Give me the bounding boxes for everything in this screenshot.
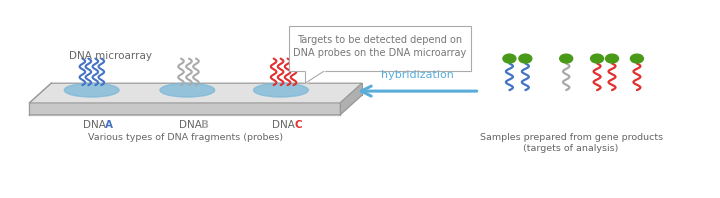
Text: Targets to be detected depend on
DNA probes on the DNA microarray: Targets to be detected depend on DNA pro… (293, 35, 467, 58)
Ellipse shape (64, 83, 119, 97)
FancyBboxPatch shape (289, 26, 471, 71)
Polygon shape (30, 103, 340, 115)
Text: DNA: DNA (179, 120, 202, 130)
Ellipse shape (631, 54, 644, 63)
Ellipse shape (559, 54, 572, 63)
Text: DNA microarray: DNA microarray (69, 51, 152, 61)
Text: C: C (294, 120, 302, 130)
Polygon shape (30, 83, 362, 103)
Text: Various types of DNA fragments (probes): Various types of DNA fragments (probes) (88, 132, 283, 142)
Text: DNA: DNA (83, 120, 106, 130)
Polygon shape (340, 83, 362, 115)
Ellipse shape (606, 54, 618, 63)
Ellipse shape (503, 54, 516, 63)
Text: hybridization: hybridization (382, 70, 454, 80)
Ellipse shape (519, 54, 532, 63)
Text: DNA: DNA (272, 120, 295, 130)
Text: B: B (201, 120, 209, 130)
Polygon shape (305, 70, 325, 83)
Text: Samples prepared from gene products
(targets of analysis): Samples prepared from gene products (tar… (480, 132, 662, 153)
Ellipse shape (253, 83, 308, 97)
Text: A: A (105, 120, 113, 130)
Ellipse shape (590, 54, 603, 63)
Ellipse shape (160, 83, 215, 97)
